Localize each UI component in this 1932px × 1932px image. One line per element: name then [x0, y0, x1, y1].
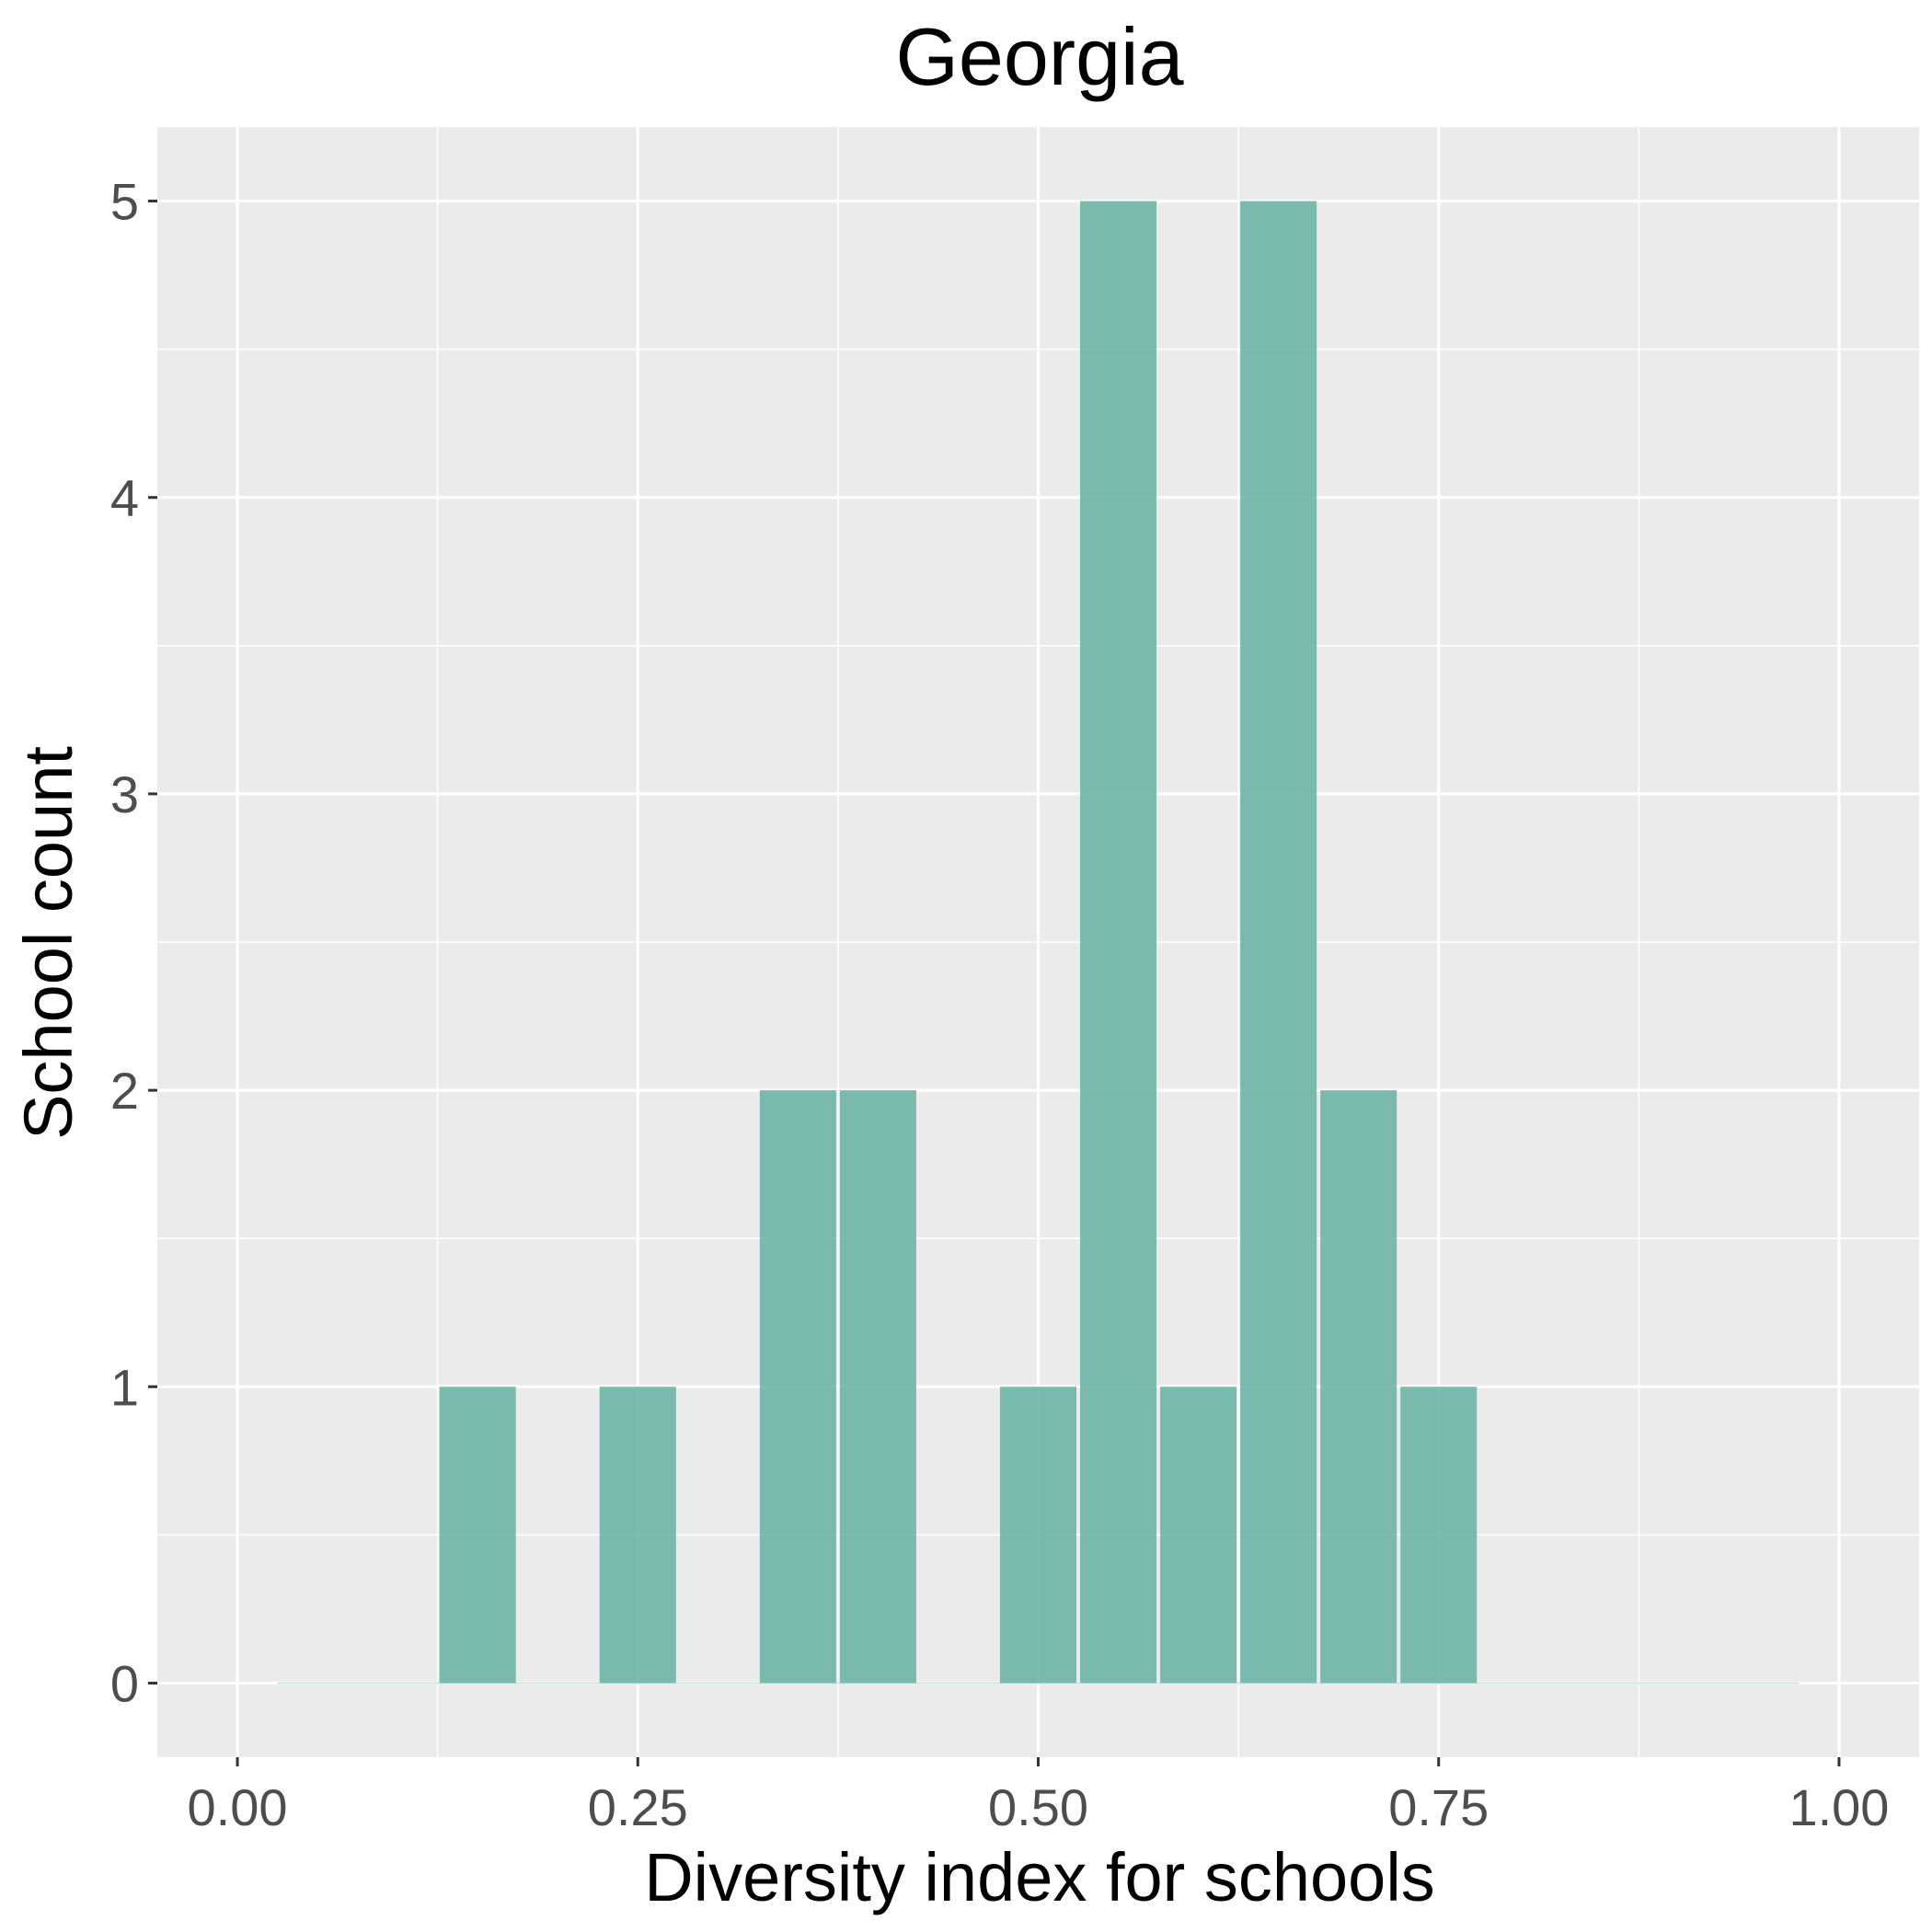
- y-tick-label: 3: [110, 765, 139, 823]
- y-tick-label: 4: [110, 469, 139, 527]
- histogram-bar: [1400, 1386, 1478, 1684]
- y-axis-title: School count: [10, 746, 86, 1140]
- x-axis-title: Diversity index for schools: [644, 1839, 1435, 1915]
- x-tick-label: 0.75: [1388, 1778, 1489, 1836]
- histogram-bar: [599, 1386, 676, 1684]
- y-tick-label: 5: [110, 173, 139, 231]
- x-tick-label: 0.00: [188, 1778, 288, 1836]
- histogram-bar: [1080, 201, 1157, 1684]
- y-tick-label: 0: [110, 1654, 139, 1712]
- chart-title: Georgia: [895, 11, 1183, 102]
- histogram-bar: [1320, 1090, 1397, 1684]
- x-tick-label: 1.00: [1788, 1778, 1889, 1836]
- histogram-bars: [439, 201, 1478, 1684]
- histogram-bar: [999, 1386, 1077, 1684]
- histogram-bar: [439, 1386, 516, 1684]
- histogram-bar: [1160, 1386, 1237, 1684]
- x-axis: 0.00 0.25 0.50 0.75 1.00: [188, 1757, 1889, 1836]
- x-tick-label: 0.50: [988, 1778, 1088, 1836]
- y-tick-label: 1: [110, 1358, 139, 1416]
- y-tick-label: 2: [110, 1062, 139, 1120]
- histogram-bar: [1240, 201, 1317, 1684]
- histogram-bar: [759, 1090, 836, 1684]
- x-tick-label: 0.25: [588, 1778, 688, 1836]
- histogram-bar: [839, 1090, 916, 1684]
- y-axis: 0 1 2 3 4 5: [110, 173, 157, 1712]
